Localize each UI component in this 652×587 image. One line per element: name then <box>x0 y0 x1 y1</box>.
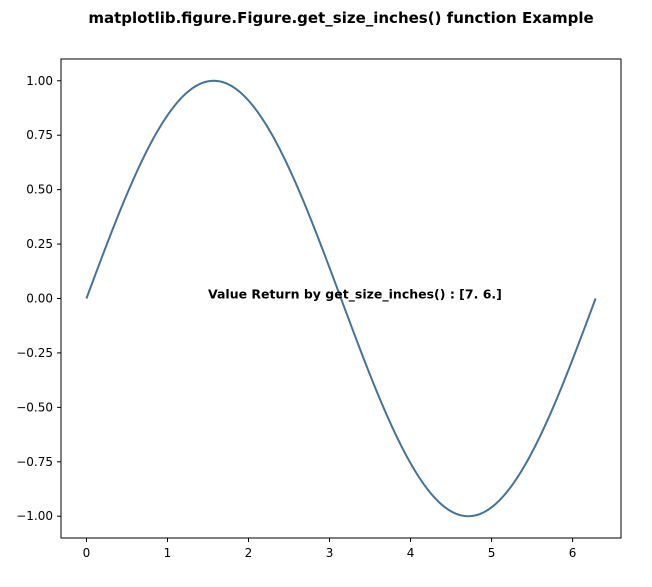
x-tick-label: 2 <box>245 546 253 560</box>
x-tick-label: 4 <box>407 546 415 560</box>
plot-frame <box>60 58 622 539</box>
y-tick-label: −1.00 <box>16 509 53 523</box>
x-tick-label: 3 <box>326 546 334 560</box>
series-line <box>85 79 597 518</box>
x-tick-label: 0 <box>83 546 91 560</box>
x-tick-label: 5 <box>488 546 496 560</box>
series-layer <box>85 79 597 518</box>
y-tick-label: 0.25 <box>26 237 53 251</box>
y-tick-label: −0.75 <box>16 455 53 469</box>
chart-title: matplotlib.figure.Figure.get_size_inches… <box>88 9 593 27</box>
y-tick-label: −0.50 <box>16 400 53 414</box>
y-tick-label: −0.25 <box>16 346 53 360</box>
x-tick-label: 1 <box>164 546 172 560</box>
y-tick-label: 0.00 <box>26 292 53 306</box>
y-tick-label: 0.75 <box>26 128 53 142</box>
x-tick-label: 6 <box>569 546 577 560</box>
y-tick-label: 0.50 <box>26 183 53 197</box>
annotation-text: Value Return by get_size_inches() : [7. … <box>208 287 502 303</box>
y-tick-label: 1.00 <box>26 74 53 88</box>
ticks-layer: 0 1 2 3 4 5 6 1.00 0.75 0.50 0.25 0.00 −0.25 −0.50 −0.… <box>16 74 576 560</box>
